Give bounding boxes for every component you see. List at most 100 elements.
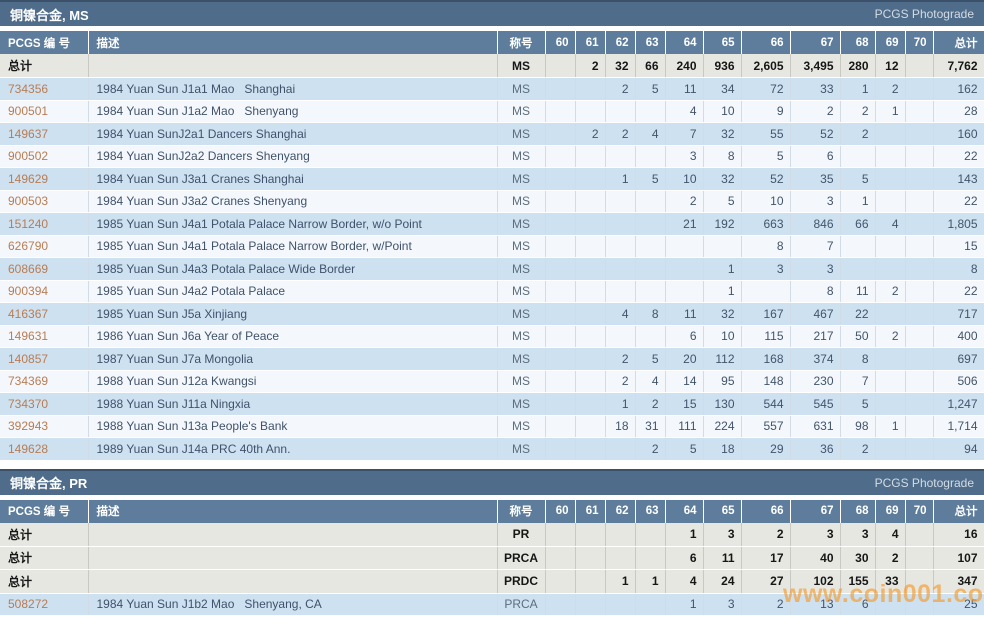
grade-68-count: [840, 145, 876, 168]
pcgs-number-link[interactable]: 151240: [8, 216, 49, 231]
grade-60-count: [545, 392, 576, 416]
grade-62-count: [605, 522, 636, 547]
grade-67-count: 3: [790, 257, 841, 281]
grade-67-count: 3: [790, 190, 841, 213]
grade-65-count: 3: [703, 522, 742, 547]
grade-67-count: 2: [790, 100, 841, 123]
grade-67-count: 545: [790, 392, 841, 416]
designation-cell: MS: [497, 100, 546, 123]
designation-cell: MS: [497, 280, 546, 303]
grade-62-count: 2: [605, 370, 636, 393]
grade-64-count: 1: [665, 593, 704, 616]
pcgs-number-link[interactable]: 416367: [8, 306, 49, 321]
pcgs-number-cell: 392943: [0, 415, 89, 438]
pcgs-number-cell: 734356: [0, 77, 89, 101]
pcgs-number-link[interactable]: 734370: [8, 396, 49, 411]
grade-63-count: [635, 257, 666, 281]
grade-69-count: 33: [875, 569, 906, 594]
grade-66-count: 663: [741, 212, 791, 236]
grade-60-count: [545, 100, 576, 123]
grade-67-count: 6: [790, 145, 841, 168]
grade-67-count: 7: [790, 235, 841, 258]
pcgs-number-link[interactable]: 900501: [8, 104, 49, 119]
column-header-64: 64: [665, 499, 704, 523]
total-count: 506: [933, 370, 984, 393]
pcgs-number-link[interactable]: 149637: [8, 126, 49, 141]
pcgs-number-link[interactable]: 508272: [8, 597, 49, 612]
grade-63-count: [635, 325, 666, 348]
grade-70-count: [905, 100, 934, 123]
grade-63-count: [635, 100, 666, 123]
column-header-66: 66: [741, 499, 791, 523]
grade-66-count: 5: [741, 145, 791, 168]
grade-65-count: [703, 235, 742, 258]
pcgs-number-link[interactable]: 626790: [8, 239, 49, 254]
header-row: PCGS 编 号描述 称号 60 61 62 63 64 65 66 67 68 69 70 总计: [0, 31, 984, 54]
pcgs-number-link[interactable]: 140857: [8, 351, 49, 366]
pcgs-number-cell: 149629: [0, 167, 89, 191]
coin-description: 1985 Yuan Sun J4a3 Potala Palace Wide Bo…: [88, 257, 498, 281]
grade-68-count: 2: [840, 437, 876, 461]
column-header-70: 70: [905, 31, 934, 54]
grade-68-count: 50: [840, 325, 876, 348]
pcgs-number-link[interactable]: 149631: [8, 329, 49, 344]
pcgs-number-link[interactable]: 149628: [8, 441, 49, 456]
section-ms-titlebar: 铜镍合金, MS PCGS Photograde: [0, 0, 984, 26]
grade-60-count: [545, 370, 576, 393]
grade-69-count: 2: [875, 546, 906, 570]
grade-60-count: [545, 235, 576, 258]
grade-70-count: [905, 370, 934, 393]
designation-cell: MS: [497, 145, 546, 168]
pcgs-number-link[interactable]: 900503: [8, 194, 49, 209]
grade-70-count: [905, 280, 934, 303]
grade-63-count: [635, 546, 666, 570]
grade-64-count: 20: [665, 347, 704, 371]
section-ms: 铜镍合金, MS PCGS Photograde PCGS 编 号描述 称号 60 6…: [0, 0, 984, 461]
grade-63-count: 5: [635, 347, 666, 371]
grade-70-count: [905, 325, 934, 348]
grade-60-count: [545, 257, 576, 281]
grade-60-count: [545, 122, 576, 146]
column-header-63: 63: [635, 31, 666, 54]
grade-60-count: [545, 437, 576, 461]
pcgs-number-link[interactable]: 900502: [8, 149, 49, 164]
grade-61-count: [575, 145, 606, 168]
column-header-65: 65: [703, 499, 742, 523]
grade-63-count: 8: [635, 302, 666, 326]
grade-61-count: [575, 325, 606, 348]
grade-70-count: [905, 347, 934, 371]
grade-65-count: 5: [703, 190, 742, 213]
pcgs-number-link[interactable]: 149629: [8, 171, 49, 186]
grade-64-count: [665, 257, 704, 281]
summary-row: 总计 PRCA 6 11 17 40 30 2 107: [0, 546, 984, 570]
table-row: 416367 1985 Yuan Sun J5a Xinjiang MS 4 8 11 32…: [0, 302, 984, 326]
pcgs-number-link[interactable]: 608669: [8, 261, 49, 276]
grade-60-count: [545, 546, 576, 570]
grade-61-count: [575, 257, 606, 281]
grade-64-count: 11: [665, 302, 704, 326]
summary-row: 总计 PR 1 3 2 3 3 4 16: [0, 522, 984, 547]
pcgs-number-link[interactable]: 734369: [8, 374, 49, 389]
grade-64-count: 6: [665, 325, 704, 348]
grade-70-count: [905, 145, 934, 168]
grade-66-count: 544: [741, 392, 791, 416]
grade-61-count: [575, 212, 606, 236]
column-header-pcgs-number: PCGS 编 号: [0, 31, 89, 54]
grade-63-count: 5: [635, 77, 666, 101]
grade-66-count: 115: [741, 325, 791, 348]
grade-69-count: [875, 235, 906, 258]
grade-61-count: [575, 347, 606, 371]
coin-description: 1988 Yuan Sun J11a Ningxia: [88, 392, 498, 416]
pcgs-number-link[interactable]: 734356: [8, 81, 49, 96]
grade-64-count: 6: [665, 546, 704, 570]
grade-64-count: 240: [665, 54, 704, 78]
table-row: 900502 1984 Yuan SunJ2a2 Dancers Shenyang…: [0, 145, 984, 168]
grade-64-count: 3: [665, 145, 704, 168]
grade-60-count: [545, 569, 576, 594]
pcgs-number-link[interactable]: 900394: [8, 284, 49, 299]
grade-61-count: [575, 100, 606, 123]
table-row: 151240 1985 Yuan Sun J4a1 Potala Palace N…: [0, 212, 984, 236]
pcgs-number-link[interactable]: 392943: [8, 419, 49, 434]
grade-63-count: [635, 522, 666, 547]
grade-66-count: 17: [741, 546, 791, 570]
